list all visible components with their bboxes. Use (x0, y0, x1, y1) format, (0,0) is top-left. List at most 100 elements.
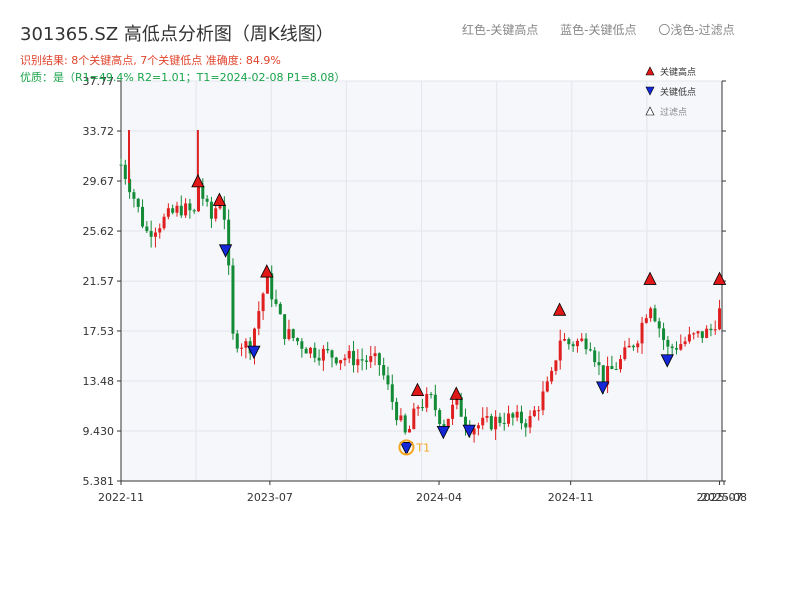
candle (287, 319, 291, 341)
candle (270, 265, 274, 308)
candle-body (296, 338, 300, 342)
candle (222, 196, 226, 230)
candle-body (455, 397, 459, 405)
candle-body (554, 360, 558, 371)
candle-body (145, 226, 149, 232)
candle-body (373, 353, 377, 357)
key-high-marker (712, 271, 727, 285)
candle (700, 331, 704, 343)
candle-body (519, 411, 523, 424)
candle-body (472, 428, 476, 435)
candle-body (214, 208, 218, 219)
candle-body (498, 416, 502, 423)
candle (360, 348, 364, 371)
candle (507, 405, 511, 427)
key-high-marker (260, 264, 274, 278)
candle (619, 354, 623, 373)
candle-body (433, 394, 437, 411)
candle-body (666, 339, 670, 347)
candle-body (416, 407, 420, 409)
candle (317, 349, 321, 366)
candle (382, 357, 386, 380)
candle (554, 359, 558, 375)
candle-body (524, 423, 528, 428)
legend-high-label: 关键高点 (660, 66, 696, 78)
candle-body (412, 408, 416, 430)
candle-body (153, 232, 157, 237)
candle-body (459, 397, 463, 417)
candle-body (593, 350, 597, 363)
candle-body (674, 348, 678, 350)
candle-body (713, 329, 717, 331)
candle (575, 338, 579, 353)
candle-body (352, 350, 356, 366)
candle (197, 184, 201, 212)
candle (705, 325, 709, 339)
candle-body (270, 273, 274, 300)
candle (373, 346, 377, 366)
candle (657, 317, 661, 338)
candle-body (158, 228, 162, 233)
candle-body (511, 413, 515, 418)
candle (584, 333, 588, 355)
candle-body (451, 404, 455, 419)
candle-body (489, 416, 493, 430)
candle-body (545, 381, 549, 392)
candle (515, 404, 519, 422)
candle-body (136, 198, 140, 207)
candle (537, 406, 541, 421)
candle-body (683, 341, 687, 345)
candle-body (209, 201, 213, 219)
candle (494, 410, 498, 441)
candle (674, 341, 678, 355)
candle-body (502, 422, 506, 424)
candle (304, 346, 308, 354)
candle (356, 349, 360, 373)
candle (119, 158, 123, 167)
candle-body (235, 333, 239, 349)
candle (141, 199, 145, 229)
candle-body (631, 345, 635, 348)
quality-summary: 优质：是（R1=49.4% R2=1.01；T1=2024-02-08 P1=8… (20, 71, 346, 84)
candle (274, 289, 278, 307)
candle-body (399, 415, 403, 421)
candle (296, 337, 300, 346)
legend-filtered-marker (645, 106, 655, 116)
key-high-marker (449, 386, 463, 400)
candle-body (558, 340, 562, 361)
candle (476, 422, 480, 436)
candle (377, 352, 381, 376)
candle (201, 178, 205, 206)
candle (326, 341, 330, 354)
candle-body (274, 299, 278, 304)
candle (334, 356, 338, 366)
candle-body (580, 338, 584, 341)
candle (369, 345, 373, 368)
candle (231, 258, 235, 340)
candle-body (588, 349, 592, 351)
candle-body (709, 328, 713, 331)
candle-body (429, 393, 433, 395)
candle (627, 337, 631, 348)
candle-body (162, 216, 166, 229)
candle (386, 366, 390, 390)
result-summary: 识别结果: 8个关键高点, 7个关键低点 准确度: 84.9% (20, 54, 281, 67)
candle (235, 329, 239, 353)
candle-body (175, 205, 179, 213)
candle (149, 220, 153, 248)
candle-body (657, 321, 661, 329)
candle (580, 333, 584, 342)
candle-body (339, 360, 343, 364)
candle-body (507, 413, 511, 424)
candle (227, 209, 231, 275)
candle (429, 391, 433, 399)
candle-body (317, 357, 321, 361)
candle (588, 342, 592, 352)
candle (175, 201, 179, 217)
candle (481, 407, 485, 430)
candle-body (141, 206, 145, 227)
candle (395, 397, 399, 426)
candle-body (640, 322, 644, 344)
candle-body (308, 347, 312, 354)
candle (179, 195, 183, 219)
